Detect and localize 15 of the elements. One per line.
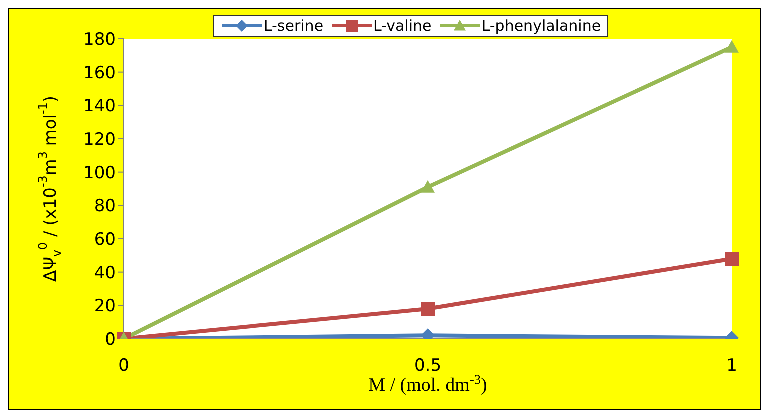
- y-tick-label: 20: [94, 296, 116, 317]
- x-tick-label: 0: [118, 356, 130, 376]
- y-tick-label: 120: [84, 130, 116, 150]
- y-tick-label: 60: [94, 230, 116, 250]
- y-tick-label: 0: [105, 330, 116, 350]
- legend-label: L-serine: [264, 17, 324, 35]
- y-tick-label: 40: [94, 263, 116, 284]
- legend-label: L-phenylalanine: [482, 17, 602, 35]
- y-tick-label: 160: [84, 63, 116, 84]
- y-tick-label: 80: [94, 196, 116, 217]
- y-tick-label: 180: [84, 30, 116, 50]
- x-tick-label: 1: [726, 356, 738, 376]
- y-tick-label: 140: [84, 96, 116, 117]
- y-tick-label: 100: [84, 163, 116, 184]
- legend-label: L-valine: [374, 17, 432, 35]
